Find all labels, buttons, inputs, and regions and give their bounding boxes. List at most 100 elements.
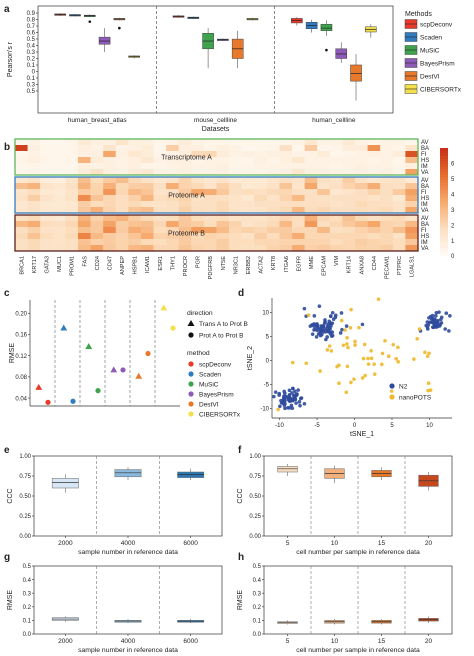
heat-cell: [292, 207, 305, 214]
heat-cell: [279, 245, 293, 252]
heat-cell: [65, 195, 79, 202]
heat-cell: [355, 207, 368, 214]
colorbar-segment: [440, 153, 448, 157]
heat-cell: [380, 183, 394, 190]
point-d-nanoPOTS: [376, 297, 381, 301]
heat-cell: [292, 139, 305, 146]
legend-label-a-MuSiC: MuSiC: [420, 48, 440, 55]
heat-cell: [103, 215, 116, 222]
heat-cell: [216, 195, 230, 202]
ytick-label-e: 0.25: [19, 514, 31, 520]
ylabel-h: RMSE: [237, 590, 244, 611]
point-d-N2: [291, 386, 295, 391]
plot-frame-g: [33, 565, 223, 635]
heat-cell: [229, 145, 242, 152]
heat-cell: [342, 177, 356, 184]
heat-cell: [405, 227, 419, 234]
heat-cell: [103, 245, 116, 252]
colorbar-segment: [440, 218, 448, 222]
heat-cell: [355, 151, 368, 158]
point-d-nanoPOTS: [427, 351, 431, 356]
outlier-a: [325, 48, 328, 52]
colorbar-tick-b: 3: [451, 208, 455, 214]
heat-cell: [115, 201, 129, 208]
heat-cell: [266, 245, 280, 252]
colorbar-segment: [440, 245, 448, 249]
heat-cell: [279, 157, 293, 164]
point-d-nanoPOTS: [366, 362, 371, 366]
heat-cell: [279, 233, 293, 240]
heat-cell: [103, 145, 116, 152]
colorbar-tick-b: 4: [451, 192, 455, 198]
xtick-label-e: 2000: [58, 540, 73, 547]
colorbar-segment: [440, 250, 448, 254]
heat-cell: [229, 207, 242, 214]
heat-cell: [27, 151, 41, 158]
heat-cell: [140, 157, 154, 164]
heat-cell: [40, 189, 53, 196]
heat-cell: [27, 215, 41, 222]
heat-cell: [216, 139, 230, 146]
heat-cell: [203, 221, 217, 228]
heat-cell: [317, 215, 331, 222]
heat-cell: [90, 163, 104, 170]
heat-cell: [77, 233, 91, 240]
heat-cell: [254, 177, 268, 184]
heat-cell: [317, 221, 331, 228]
point-d-nanoPOTS: [349, 307, 353, 312]
heat-cell: [392, 221, 406, 228]
colorbar-segment: [440, 207, 448, 211]
heat-cell: [166, 195, 179, 202]
heat-cell: [241, 163, 255, 170]
gene-label-b: NR3C1: [233, 256, 239, 274]
heat-cell: [342, 201, 356, 208]
gene-label-b: VIM: [334, 256, 340, 266]
heat-cell: [90, 207, 104, 214]
heat-cell: [304, 189, 318, 196]
heat-cell: [241, 189, 255, 196]
point-d-nanoPOTS: [360, 376, 365, 380]
heat-cell: [241, 201, 255, 208]
row-label-b: VA: [421, 208, 429, 214]
heat-cell: [329, 177, 343, 184]
heat-cell: [304, 221, 318, 228]
gene-label-b: ERBB2: [246, 256, 252, 274]
heat-cell: [229, 157, 242, 164]
heat-cell: [15, 245, 28, 252]
heat-cell: [317, 239, 331, 246]
heat-cell: [279, 227, 293, 234]
heat-cell: [329, 215, 343, 222]
heat-cell: [380, 151, 394, 158]
box-e-4000: [114, 469, 142, 478]
legend-dot-c-scpDeconv: [188, 361, 194, 367]
heat-cell: [203, 239, 217, 246]
ytick-label-a: 0.4: [27, 44, 36, 50]
panel-label-d: d: [238, 288, 244, 299]
heat-cell: [90, 239, 104, 246]
gene-label-b: EPCAM: [322, 256, 328, 276]
heat-cell: [27, 139, 41, 146]
panel-label-f: f: [238, 445, 242, 456]
row-label-b: BA: [421, 146, 429, 152]
gene-label-b: PROCR: [183, 256, 189, 276]
heat-cell: [27, 169, 41, 176]
heat-cell: [367, 177, 381, 184]
xtick-label-d: -10: [275, 423, 284, 429]
heat-cell: [367, 189, 381, 196]
heat-cell: [103, 233, 116, 240]
ytick-label-d: 10: [262, 311, 269, 317]
point-d-nanoPOTS: [290, 360, 295, 365]
heat-cell: [254, 157, 268, 164]
heat-cell: [191, 151, 205, 158]
heat-cell: [140, 215, 154, 222]
row-label-b: IM: [421, 202, 428, 208]
legend-method-label-c: CIBERSORTx: [199, 412, 241, 419]
heat-cell: [254, 195, 268, 202]
point-d-N2: [323, 320, 327, 324]
heat-cell: [153, 239, 167, 246]
heat-cell: [380, 215, 394, 222]
panel-label-e: e: [4, 445, 10, 456]
ytick-label-c: 0.04: [15, 396, 27, 402]
colorbar-segment: [440, 180, 448, 184]
heat-cell: [191, 157, 205, 164]
